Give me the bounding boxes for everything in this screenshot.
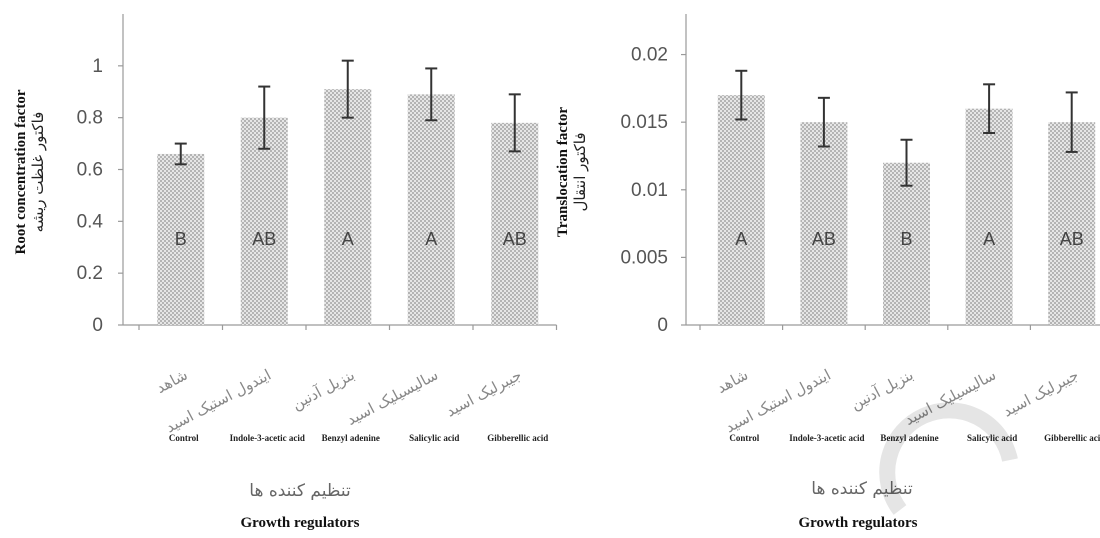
x-category-label-en: Salicylic acid [409, 433, 459, 443]
significance-letter: AB [1060, 229, 1084, 249]
bar [407, 94, 455, 325]
x-category-label-en: Salicylic acid [967, 433, 1017, 443]
x-category-label-fa: بنزیل آدنین [848, 366, 917, 414]
x-category-label-en: Control [169, 433, 199, 443]
y-tick-label: 0.005 [620, 247, 668, 268]
significance-letter: B [900, 229, 912, 249]
bar [240, 117, 288, 326]
significance-letter: A [425, 229, 437, 249]
y-tick-label: 0.6 [77, 160, 103, 181]
significance-letter: AB [252, 229, 276, 249]
x-axis-title-fa: تنظیم کننده ها [811, 479, 913, 499]
significance-letter: B [175, 229, 187, 249]
bar [491, 122, 539, 325]
significance-letter: A [735, 229, 747, 249]
y-tick-label: 0.01 [631, 180, 668, 201]
x-category-label-en: Benzyl adenine [880, 433, 938, 443]
x-category-label-en: Gibberellic acid [487, 433, 548, 443]
root-concentration-chart: Root concentration factor فاکتور غلظت ری… [13, 14, 558, 531]
x-axis-title-en: Growth regulators [798, 515, 917, 531]
x-category-label-fa: جیبرلیک اسید [443, 366, 525, 421]
x-category-label-en: Indole-3-acetic acid [789, 433, 864, 443]
bar [883, 162, 930, 325]
y-tick-label: 0 [92, 315, 103, 336]
significance-letter: A [342, 229, 354, 249]
y-tick-label: 0.015 [620, 112, 668, 133]
y-axis-title-en: Root concentration factor [13, 89, 29, 254]
y-tick-label: 1 [92, 56, 103, 77]
bar [157, 153, 205, 325]
y-axis-title-fa: فاکتور غلظت ریشه [29, 112, 47, 233]
x-category-label-en: Indole-3-acetic acid [230, 433, 305, 443]
significance-letter: AB [503, 229, 527, 249]
translocation-factor-chart: Translocation factor فاکتور انتقال تنظیم… [555, 14, 1100, 531]
y-tick-label: 0.02 [631, 45, 668, 66]
y-axis-title-en: Translocation factor [555, 107, 571, 237]
x-category-label-fa: بنزیل آدنین [289, 366, 358, 414]
bar [965, 108, 1013, 325]
x-axis-title-fa: تنظیم کننده ها [249, 481, 351, 501]
x-category-label-en: Control [729, 433, 759, 443]
bar [324, 89, 372, 326]
x-category-label-fa: شاهد [153, 366, 191, 397]
x-category-label-en: Gibberellic acid [1044, 433, 1100, 443]
x-category-label-fa: شاهد [714, 366, 752, 397]
x-category-label-fa: جیبرلیک اسید [1000, 366, 1082, 421]
significance-letter: A [983, 229, 995, 249]
y-axis-title-fa: فاکتور انتقال [571, 132, 589, 211]
bar [800, 122, 848, 325]
y-tick-label: 0 [657, 315, 668, 336]
x-axis-title-en: Growth regulators [240, 515, 359, 531]
significance-letter: AB [812, 229, 836, 249]
x-category-label-fa: سالیسیلیک اسید [344, 366, 442, 429]
y-tick-label: 0.2 [77, 263, 103, 284]
watermark-logo [879, 402, 1018, 515]
y-tick-label: 0.4 [77, 211, 104, 232]
bar [717, 95, 765, 325]
x-category-label-en: Benzyl adenine [322, 433, 380, 443]
bar [1048, 122, 1096, 325]
y-tick-label: 0.8 [77, 108, 103, 129]
